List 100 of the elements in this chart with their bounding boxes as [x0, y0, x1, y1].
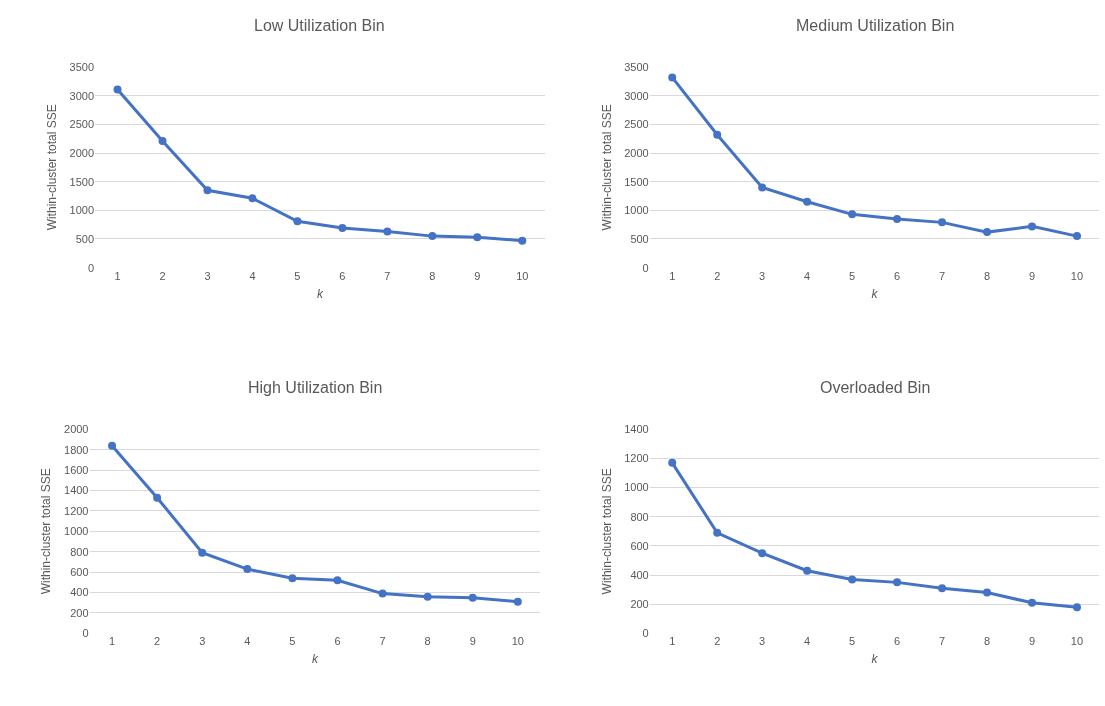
x-axis-title: k — [871, 286, 879, 301]
x-tick-label: 8 — [429, 269, 436, 282]
point — [293, 217, 302, 226]
y-tick-label: 1200 — [624, 452, 649, 465]
x-tick-label: 8 — [983, 635, 991, 648]
point — [803, 197, 812, 206]
y-tick-label: 3500 — [69, 60, 95, 73]
x-tick-label: 8 — [424, 635, 431, 648]
x-tick-label: 3 — [199, 635, 206, 648]
point — [848, 575, 857, 584]
point — [893, 578, 902, 587]
point — [1072, 603, 1081, 612]
x-tick-label: 10 — [1070, 635, 1084, 648]
x-tick-label: 4 — [804, 635, 811, 648]
point — [248, 194, 257, 203]
x-tick-label: 2 — [159, 269, 166, 282]
x-tick-label: 1 — [108, 635, 116, 648]
chart-title: Overloaded Bin — [820, 379, 931, 396]
y-tick-label: 800 — [630, 510, 649, 523]
y-tick-label: 1200 — [64, 504, 89, 517]
point — [1028, 598, 1037, 607]
y-tick-label: 1500 — [624, 175, 649, 188]
x-tick-label: 4 — [249, 269, 256, 282]
x-tick-label: 9 — [1028, 269, 1036, 282]
y-tick-label: 2000 — [69, 146, 95, 159]
point — [668, 73, 677, 82]
y-tick-label: 200 — [70, 606, 89, 619]
x-axis-title: k — [316, 286, 324, 301]
x-tick-label: 2 — [714, 635, 721, 648]
chart-title: High Utilization Bin — [248, 379, 383, 396]
point — [513, 597, 522, 606]
x-tick-label: 3 — [204, 269, 211, 282]
y-tick-label: 3500 — [624, 60, 649, 73]
point — [893, 214, 902, 223]
x-tick-label: 5 — [849, 269, 856, 282]
y-tick-label: 1000 — [69, 204, 95, 217]
point — [518, 236, 527, 245]
point — [288, 574, 297, 583]
x-tick-label: 1 — [114, 269, 121, 282]
point — [713, 130, 722, 139]
y-tick-label: 600 — [70, 566, 89, 579]
point — [378, 589, 387, 598]
x-tick-label: 3 — [759, 635, 766, 648]
y-tick-label: 1400 — [624, 423, 649, 436]
point — [938, 218, 947, 227]
y-tick-label: 2500 — [624, 118, 649, 131]
x-tick-label: 7 — [939, 269, 946, 282]
x-tick-label: 1 — [669, 635, 676, 648]
point — [668, 458, 677, 467]
x-tick-label: 6 — [339, 269, 346, 282]
x-tick-label: 7 — [384, 269, 391, 282]
point — [428, 232, 437, 241]
x-tick-label: 9 — [469, 635, 476, 648]
y-tick-label: 1000 — [64, 525, 89, 538]
x-tick-label: 5 — [849, 635, 856, 648]
y-tick-label: 600 — [630, 539, 649, 552]
y-tick-label: 0 — [642, 261, 649, 274]
point — [1072, 232, 1081, 241]
y-tick-label: 3000 — [624, 89, 649, 102]
y-tick-label: 1400 — [64, 484, 89, 497]
y-tick-label: 1500 — [69, 175, 95, 188]
x-tick-label: 10 — [511, 635, 524, 648]
y-tick-label: 0 — [87, 261, 95, 274]
x-tick-label: 2 — [714, 269, 721, 282]
point — [983, 228, 992, 237]
point — [848, 210, 857, 219]
chart-title: Medium Utilization Bin — [796, 17, 955, 34]
x-tick-label: 9 — [474, 269, 481, 282]
x-tick-label: 10 — [516, 269, 529, 282]
point — [938, 584, 947, 593]
point — [243, 565, 252, 574]
x-axis-title: k — [871, 652, 879, 667]
y-axis-title: Within-cluster total SSE — [599, 104, 614, 231]
point — [158, 136, 167, 145]
x-tick-label: 10 — [1070, 269, 1084, 282]
point — [1028, 222, 1037, 231]
point — [113, 85, 122, 94]
point — [803, 566, 812, 575]
x-tick-label: 3 — [759, 269, 766, 282]
point — [983, 588, 992, 597]
x-axis-title: k — [311, 652, 319, 667]
x-tick-label: 9 — [1028, 635, 1036, 648]
y-tick-label: 0 — [82, 627, 89, 640]
chart-title: Low Utilization Bin — [254, 17, 385, 34]
y-tick-label: 400 — [70, 586, 89, 599]
x-tick-label: 1 — [669, 269, 676, 282]
point — [383, 227, 392, 236]
y-axis-title: Within-cluster total SSE — [39, 468, 54, 595]
point — [333, 576, 342, 585]
x-tick-label: 6 — [894, 635, 901, 648]
y-axis-title: Within-cluster total SSE — [44, 104, 59, 231]
x-tick-label: 7 — [379, 635, 386, 648]
y-tick-label: 400 — [630, 568, 649, 581]
y-tick-label: 1600 — [64, 464, 89, 476]
y-tick-label: 500 — [75, 232, 95, 245]
point — [423, 592, 432, 601]
x-tick-label: 6 — [894, 269, 901, 282]
x-tick-label: 2 — [154, 635, 161, 648]
y-tick-label: 2500 — [69, 118, 95, 131]
point — [108, 441, 117, 450]
